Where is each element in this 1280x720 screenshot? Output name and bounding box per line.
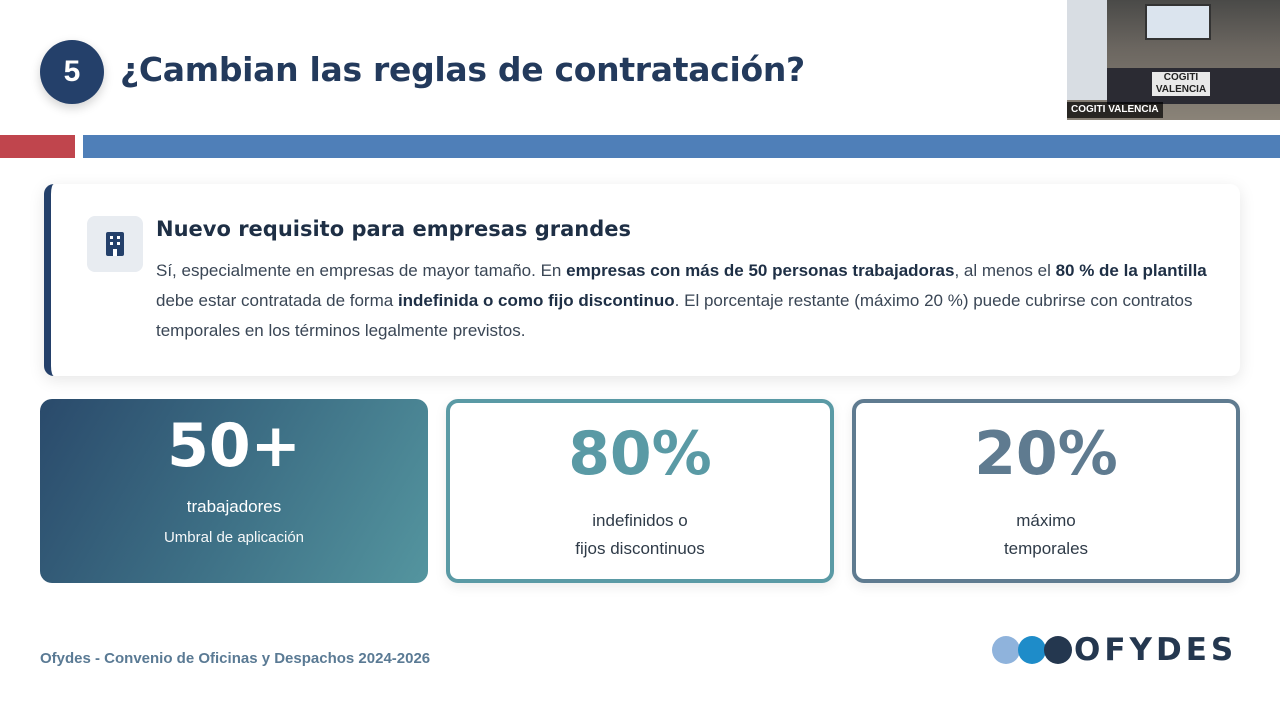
video-sign: COGITI VALENCIA: [1152, 72, 1210, 96]
video-caption: COGITI VALENCIA: [1067, 102, 1163, 118]
building-icon: [87, 216, 143, 272]
video-screen: [1145, 4, 1211, 40]
logo-dot-icon: [1018, 636, 1046, 664]
stat-card-threshold: 50+ trabajadores Umbral de aplicación: [40, 399, 428, 583]
info-heading: Nuevo requisito para empresas grandes: [156, 217, 632, 241]
info-body-text: , al menos el: [954, 261, 1056, 280]
video-banner: [1067, 0, 1107, 100]
stat-label: máximo temporales: [856, 507, 1236, 563]
stat-value: 50+: [167, 411, 301, 481]
stat-value: 80%: [568, 419, 712, 489]
stat-card-indefinite: 80% indefinidos o fijos discontinuos: [446, 399, 834, 583]
info-body-bold: 80 % de la plantilla: [1055, 261, 1207, 280]
info-body-text: debe estar contratada de forma: [156, 291, 398, 310]
logo-wordmark: OFYDES: [1074, 632, 1238, 668]
stat-label: indefinidos o fijos discontinuos: [450, 507, 830, 563]
info-body-bold: empresas con más de 50 personas trabajad…: [566, 261, 955, 280]
video-feed-thumbnail[interactable]: COGITI VALENCIA COGITI VALENCIA: [1067, 0, 1280, 120]
stat-label-line: indefinidos o: [592, 511, 688, 530]
footer-text: Ofydes - Convenio de Oficinas y Despacho…: [40, 650, 431, 667]
info-body-text: Sí, especialmente en empresas de mayor t…: [156, 261, 567, 280]
stat-label-line: máximo: [1016, 511, 1076, 530]
info-card: Nuevo requisito para empresas grandes Sí…: [44, 184, 1240, 376]
info-body: Sí, especialmente en empresas de mayor t…: [156, 256, 1226, 346]
stat-label: trabajadores: [186, 497, 282, 516]
stat-sublabel: Umbral de aplicación: [163, 529, 305, 546]
header-accent-bar-blue: [83, 135, 1280, 158]
ofydes-logo: OFYDES: [992, 632, 1237, 668]
stat-label-line: temporales: [1003, 539, 1089, 558]
video-sign-line: VALENCIA: [1155, 84, 1207, 95]
header-accent-bar-red: [0, 135, 75, 158]
slide-number-badge: 5: [40, 40, 104, 104]
video-sign-line: COGITI: [1163, 72, 1199, 83]
slide-title: ¿Cambian las reglas de contratación?: [120, 50, 805, 89]
logo-dot-icon: [992, 636, 1020, 664]
logo-dot-icon: [1044, 636, 1072, 664]
info-body-text: . El porcentaje restante (máximo 20 %) p…: [156, 291, 1193, 340]
stat-label-line: fijos discontinuos: [575, 539, 705, 558]
info-body-bold: indefinida o como fijo discontinuo: [397, 291, 675, 310]
stat-value: 20%: [974, 419, 1118, 489]
stat-card-temporary: 20% máximo temporales: [852, 399, 1240, 583]
